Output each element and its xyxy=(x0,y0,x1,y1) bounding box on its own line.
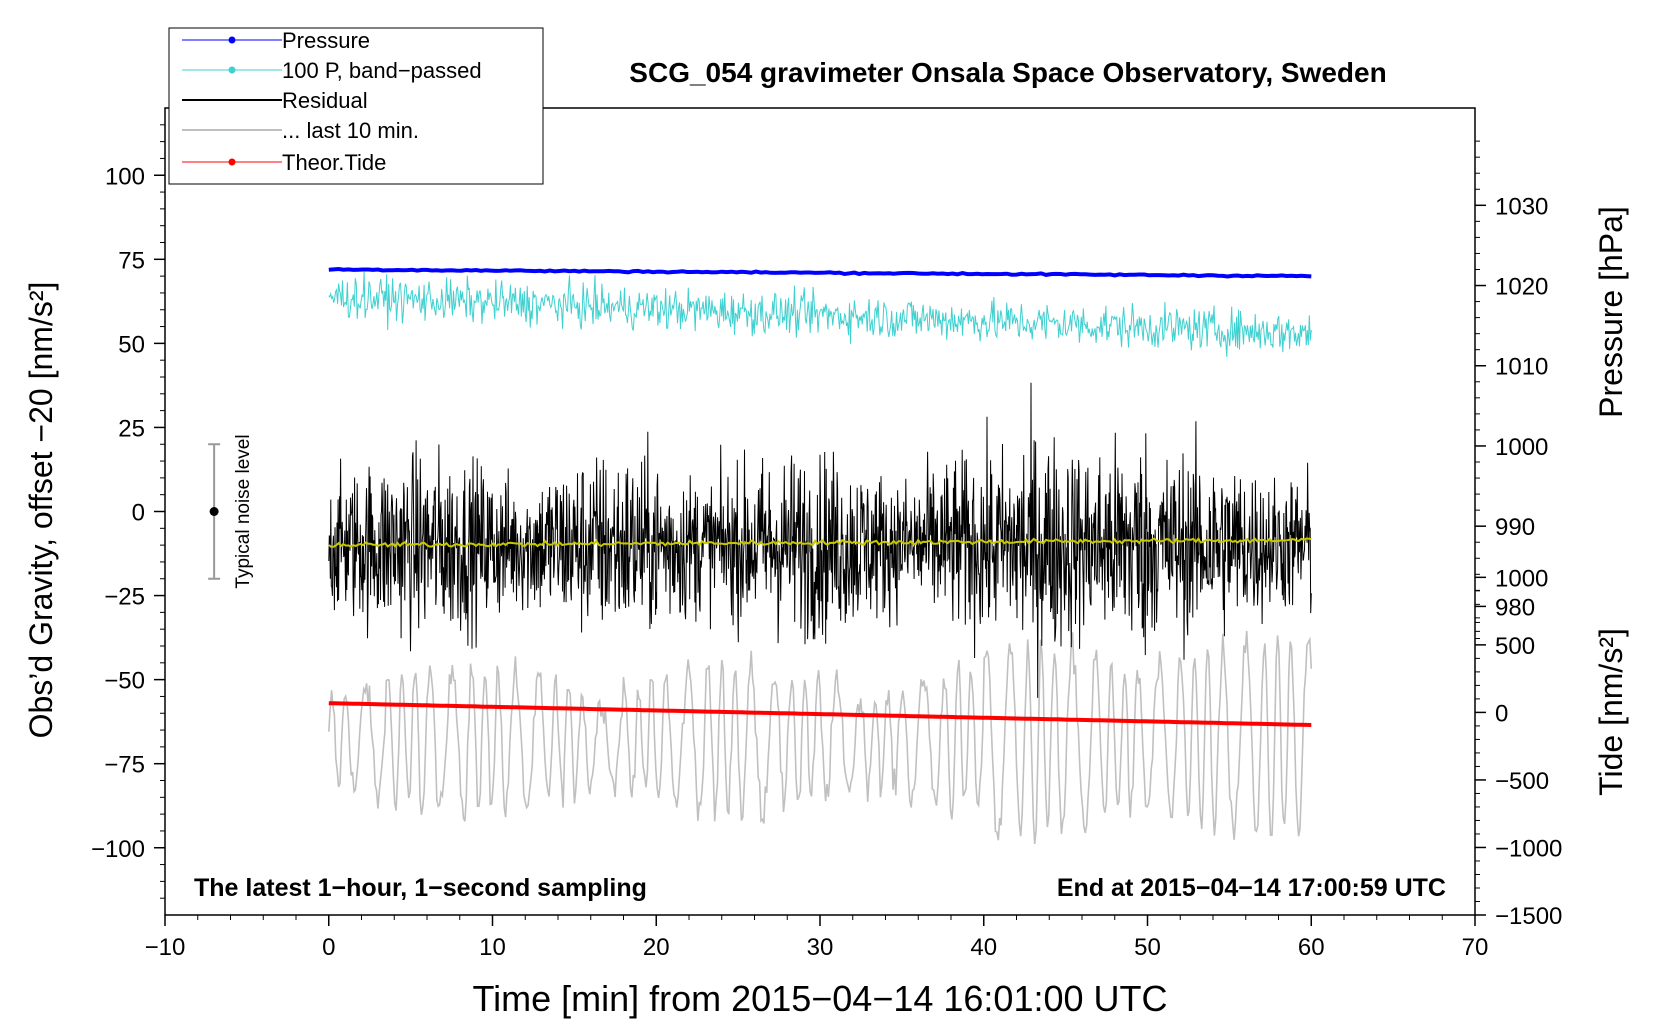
y-left-tick-label: 25 xyxy=(118,415,145,442)
plot-lines xyxy=(328,266,1313,844)
legend-marker-theor-tide xyxy=(228,158,236,166)
x-tick-label: 30 xyxy=(807,934,834,961)
legend-item-theor-tide: Theor.Tide xyxy=(182,150,386,175)
y-axis-label-pressure: Pressure [hPa] xyxy=(1593,206,1629,418)
y-left-tick-label: 100 xyxy=(105,163,145,190)
x-tick-label: 50 xyxy=(1134,934,1161,961)
x-tick-label: 60 xyxy=(1298,934,1325,961)
y-left-tick-label: −50 xyxy=(104,668,145,695)
legend-label-last-10-min: ... last 10 min. xyxy=(282,118,419,143)
series-last-10-min xyxy=(328,630,1313,844)
series-residual xyxy=(328,382,1312,698)
series-pressure xyxy=(328,266,1312,279)
x-axis-label: Time [min] from 2015−04−14 16:01:00 UTC xyxy=(472,978,1167,1019)
y-left-tick-label: −75 xyxy=(104,752,145,779)
y-pressure-tick-label: 1000 xyxy=(1495,434,1548,461)
y-left-tick-label: −25 xyxy=(104,584,145,611)
y-left-tick-label: −100 xyxy=(91,836,145,863)
y-left-tick-label: 75 xyxy=(118,247,145,274)
legend-label-theor-tide: Theor.Tide xyxy=(282,150,386,175)
y-tide-tick-label: 1000 xyxy=(1495,565,1548,592)
x-tick-label: 0 xyxy=(322,934,335,961)
y-pressure-tick-label: 1010 xyxy=(1495,354,1548,381)
legend-marker-pressure xyxy=(228,36,236,44)
axes: −10 0 10 20 30 40 50 60 701007550250−25−50−75−10… xyxy=(91,124,1562,961)
x-tick-label: −10 xyxy=(145,934,186,961)
series-residual-mean xyxy=(328,537,1312,549)
legend-box xyxy=(168,27,544,185)
legend-label-band-passed: 100 P, band−passed xyxy=(282,58,482,83)
y-axis-label-tide: Tide [nm/s²] xyxy=(1593,628,1629,796)
legend-item-band-passed: 100 P, band−passed xyxy=(182,58,482,83)
y-tide-tick-label: −1500 xyxy=(1495,903,1562,930)
annotation-bottom-right: End at 2015−04−14 17:00:59 UTC xyxy=(1057,874,1446,902)
y-pressure-tick-label: 1020 xyxy=(1495,274,1548,301)
noise-bar-dot xyxy=(209,507,219,516)
legend-marker-band-passed xyxy=(228,66,236,74)
x-tick-label: 40 xyxy=(970,934,997,961)
noise-bar: Typical noise level xyxy=(208,434,254,589)
series-theor-tide xyxy=(328,701,1312,727)
x-tick-label: 70 xyxy=(1462,934,1489,961)
x-tick-label: 10 xyxy=(479,934,506,961)
chart-title: SCG_054 gravimeter Onsala Space Observat… xyxy=(629,57,1386,88)
y-axis-label-left: Obs’d Gravity, offset −20 [nm/s²] xyxy=(23,282,59,739)
y-left-tick-label: 50 xyxy=(118,331,145,358)
annotation-bottom-left: The latest 1−hour, 1−second sampling xyxy=(194,874,647,902)
x-tick-label: 20 xyxy=(643,934,670,961)
legend: Pressure 100 P, band−passed Residual ...… xyxy=(168,27,544,185)
legend-label-residual: Residual xyxy=(282,88,368,113)
y-pressure-tick-label: 990 xyxy=(1495,514,1535,541)
legend-item-last-10-min: ... last 10 min. xyxy=(182,118,419,143)
y-tide-tick-label: −1000 xyxy=(1495,835,1562,862)
y-pressure-tick-label: 980 xyxy=(1495,594,1535,621)
legend-item-pressure: Pressure xyxy=(182,28,370,53)
legend-item-residual: Residual xyxy=(182,88,368,113)
y-tide-tick-label: 0 xyxy=(1495,700,1508,727)
legend-label-pressure: Pressure xyxy=(282,28,370,53)
y-tide-tick-label: 500 xyxy=(1495,633,1535,660)
y-left-tick-label: 0 xyxy=(132,500,145,527)
y-pressure-tick-label: 1030 xyxy=(1495,193,1548,220)
y-tide-tick-label: −500 xyxy=(1495,768,1549,795)
noise-bar-label: Typical noise level xyxy=(233,434,254,588)
series-band-passed xyxy=(328,271,1312,357)
